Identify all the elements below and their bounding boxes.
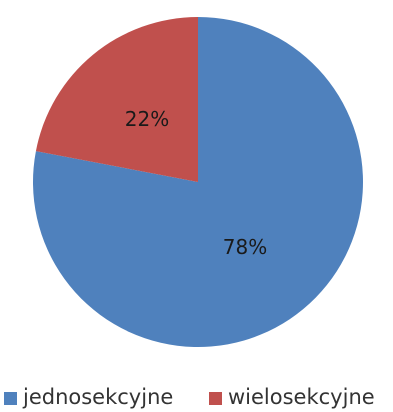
slice-label-jednosekcyjne: 78% xyxy=(223,235,267,259)
legend-swatch-wielosekcyjne xyxy=(209,392,222,405)
legend-label-jednosekcyjne: jednosekcyjne xyxy=(22,385,173,409)
legend-swatch-jednosekcyjne xyxy=(4,392,17,405)
pie-slice-wielosekcyjne xyxy=(35,16,198,183)
pie-slices xyxy=(32,16,364,347)
slice-labels: 78% 22% xyxy=(125,107,267,259)
pie-slice-jednosekcyjne xyxy=(32,17,364,347)
slice-label-wielosekcyjne: 22% xyxy=(125,107,169,131)
legend-label-wielosekcyjne: wielosekcyjne xyxy=(228,385,375,409)
legend: jednosekcyjne wielosekcyjne xyxy=(4,385,375,409)
